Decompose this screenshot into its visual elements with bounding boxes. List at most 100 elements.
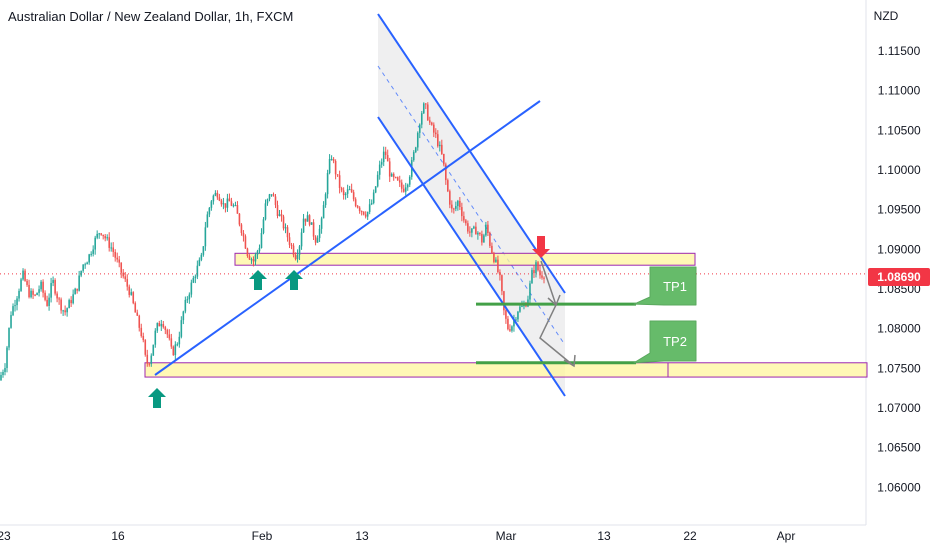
- x-axis-ticks: 23 16 Feb 13 Mar 13 22 Apr: [0, 529, 795, 543]
- candle-body: [36, 292, 38, 295]
- candle-body: [471, 228, 473, 233]
- candle-body: [539, 270, 541, 276]
- channel-upper-line[interactable]: [377, 13, 566, 294]
- candle-body: [62, 310, 64, 312]
- up-arrow-icon: [285, 270, 303, 290]
- candle-body: [505, 310, 507, 319]
- candle-body: [94, 237, 96, 250]
- candle-body: [312, 222, 315, 237]
- candle-body: [306, 215, 309, 222]
- candle-body: [543, 277, 545, 279]
- candle-body: [390, 173, 393, 177]
- candle-body: [318, 228, 321, 239]
- tp2-callout[interactable]: TP2: [633, 320, 697, 364]
- candle-body: [92, 249, 94, 254]
- candle-body: [443, 153, 445, 165]
- down-arrow-icon: [532, 236, 550, 258]
- candle-body: [220, 200, 223, 205]
- candle-body: [248, 255, 251, 260]
- candle-body: [106, 237, 108, 239]
- candle-body: [156, 323, 159, 331]
- candle-body: [150, 355, 153, 365]
- projection-arrowhead-icon: [547, 294, 561, 307]
- candle-body: [188, 294, 191, 300]
- projection-arrowhead-icon: [563, 354, 576, 368]
- candle-body: [22, 270, 24, 280]
- candle-body: [348, 189, 351, 191]
- candle-body: [64, 310, 66, 313]
- candle-body: [316, 238, 319, 243]
- candle-body: [384, 151, 387, 156]
- candle-body: [503, 291, 505, 311]
- candle-body: [208, 207, 211, 215]
- candle-body: [332, 158, 335, 162]
- candle-body: [404, 187, 407, 192]
- candle-body: [100, 233, 102, 235]
- candle-body: [392, 173, 395, 178]
- candle-body: [14, 305, 16, 307]
- drawings-front: TP1 TP2: [148, 13, 697, 408]
- current-price-badge: 1.08690: [868, 268, 930, 286]
- support-zone[interactable]: [144, 362, 868, 378]
- candle-body: [210, 201, 213, 208]
- candle-body: [190, 282, 193, 295]
- candle-body: [200, 254, 203, 260]
- candle-body: [519, 306, 521, 312]
- candle-body: [400, 182, 403, 189]
- current-price-value: 1.08690: [877, 270, 921, 284]
- candle-body: [26, 280, 28, 285]
- candle-body: [254, 254, 257, 262]
- candle-body: [308, 215, 311, 225]
- candle-body: [182, 311, 185, 321]
- candle-body: [473, 226, 475, 229]
- candle-body: [138, 315, 141, 328]
- candle-body: [194, 276, 197, 278]
- candle-body: [495, 259, 497, 262]
- resistance-zone[interactable]: [234, 252, 696, 266]
- candle-body: [455, 206, 457, 209]
- candle-body: [499, 272, 501, 276]
- candle-body: [2, 372, 4, 375]
- tp1-callout-bubble: [633, 266, 697, 306]
- candle-body: [342, 190, 345, 196]
- candle-body: [509, 329, 511, 331]
- candle-body: [362, 211, 365, 215]
- candle-body: [525, 305, 527, 307]
- candle-body: [535, 262, 537, 274]
- candle-body: [302, 218, 305, 233]
- candle-body: [386, 155, 389, 162]
- y-tick-label: 1.11500: [878, 44, 921, 58]
- candle-body: [445, 164, 447, 181]
- candle-body: [102, 234, 104, 237]
- price-axis[interactable]: [0, 0, 867, 526]
- candle-body: [118, 259, 121, 263]
- candle-body: [244, 236, 247, 249]
- candle-body: [60, 299, 62, 311]
- candle-body: [236, 205, 239, 214]
- candle-body: [465, 220, 467, 224]
- candle-body: [172, 346, 175, 356]
- candle-body: [66, 308, 68, 313]
- candle-body: [126, 279, 129, 287]
- candle-body: [46, 299, 48, 306]
- candle-body: [272, 194, 275, 197]
- candle-body: [481, 234, 483, 243]
- candle-body: [406, 184, 409, 188]
- candle-body: [523, 305, 525, 307]
- candle-body: [487, 224, 489, 233]
- candle-body: [148, 363, 151, 365]
- candle-body: [228, 198, 231, 202]
- candle-body: [180, 320, 183, 337]
- candle-body: [541, 275, 543, 278]
- x-tick-label: 16: [111, 529, 125, 543]
- candle-body: [112, 247, 115, 252]
- ascending-trendline[interactable]: [154, 100, 541, 376]
- candle-body: [234, 205, 237, 207]
- channel-lower-line[interactable]: [377, 116, 566, 397]
- candle-body: [154, 330, 157, 345]
- candle-body: [158, 323, 161, 327]
- candle-body: [168, 334, 171, 339]
- tp1-callout[interactable]: TP1: [633, 266, 697, 306]
